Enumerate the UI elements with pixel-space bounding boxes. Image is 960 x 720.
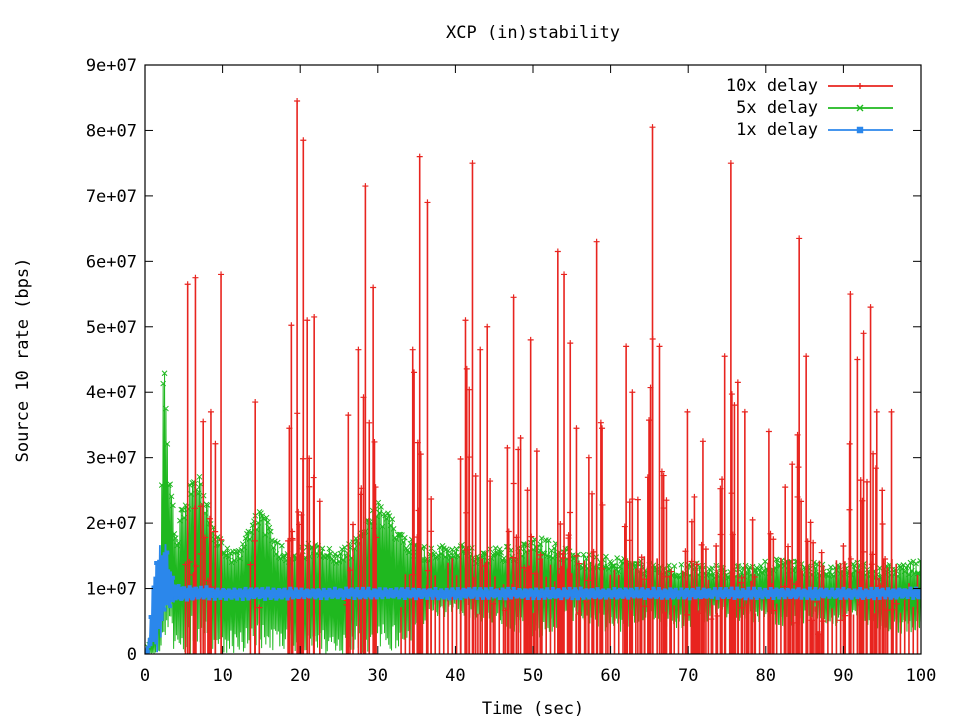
y-tick-label: 1e+07 [86, 580, 137, 600]
x-tick-label: 90 [833, 666, 853, 686]
y-tick-label: 8e+07 [86, 121, 137, 141]
x-axis-label: Time (sec) [482, 699, 584, 719]
series-layer [145, 97, 921, 654]
legend-label: 10x delay [726, 76, 818, 96]
legend-item-1x-delay: 1x delay [736, 120, 893, 140]
chart-title: XCP (in)stability [446, 23, 620, 43]
series-10x-delay-line [184, 100, 919, 654]
y-tick-label: 0 [127, 645, 137, 665]
series-10x-delay-markers [182, 97, 900, 638]
x-tick-label: 60 [600, 666, 620, 686]
legend-item-5x-delay: 5x delay [736, 98, 893, 118]
legend-label: 1x delay [736, 120, 818, 140]
y-tick-label: 5e+07 [86, 318, 137, 338]
x-tick-label: 100 [906, 666, 937, 686]
y-axis-label: Source 10 rate (bps) [13, 258, 33, 463]
x-tick-label: 80 [756, 666, 776, 686]
y-tick-label: 7e+07 [86, 187, 137, 207]
series-10x-delay [182, 97, 919, 654]
x-tick-label: 0 [140, 666, 150, 686]
y-axis-ticks: 0 1e+07 2e+07 3e+07 4e+07 5e+07 6e+07 7e+07 8e+0… [86, 56, 921, 665]
y-tick-label: 6e+07 [86, 252, 137, 272]
x-tick-label: 20 [290, 666, 310, 686]
legend-label: 5x delay [736, 98, 818, 118]
x-tick-label: 70 [678, 666, 698, 686]
x-axis-ticks: 0 10 20 30 40 50 60 70 80 90 100 [140, 65, 936, 686]
y-tick-label: 2e+07 [86, 514, 137, 534]
x-tick-label: 40 [445, 666, 465, 686]
legend-marker [856, 126, 864, 134]
plot-area [144, 64, 922, 655]
legend-item-10x-delay: 10x delay [726, 76, 893, 96]
x-tick-label: 10 [212, 666, 232, 686]
legend-marker [857, 83, 863, 89]
y-tick-label: 9e+07 [86, 56, 137, 76]
series-1x-delay [145, 544, 921, 654]
y-tick-label: 3e+07 [86, 449, 137, 469]
x-tick-label: 30 [368, 666, 388, 686]
y-tick-label: 4e+07 [86, 383, 137, 403]
x-tick-label: 50 [523, 666, 543, 686]
legend-marker [856, 104, 864, 112]
